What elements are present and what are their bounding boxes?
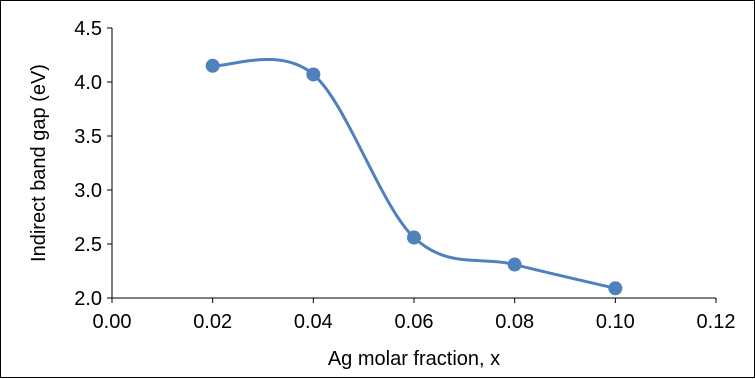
x-axis-title: Ag molar fraction, x	[328, 348, 500, 370]
x-axis-ticks: 0.00 0.02 0.04 0.06 0.08 0.10 0.12	[93, 298, 736, 333]
data-points	[205, 58, 623, 296]
y-axis-title: Indirect band gap (eV)	[28, 64, 50, 262]
y-tick-label: 3.0	[74, 180, 102, 202]
x-tick-label: 0.00	[93, 311, 132, 333]
y-tick-label: 3.5	[74, 126, 102, 148]
data-point	[306, 67, 321, 82]
data-point	[407, 230, 421, 245]
x-tick-label: 0.02	[193, 311, 232, 333]
x-tick-label: 0.12	[697, 311, 736, 333]
y-tick-label: 4.5	[74, 18, 102, 40]
x-tick-label: 0.08	[495, 311, 534, 333]
x-tick-label: 0.06	[395, 311, 434, 333]
data-point	[205, 58, 220, 73]
data-point	[507, 257, 522, 272]
series-line	[212, 58, 616, 290]
data-point	[608, 281, 623, 296]
y-tick-label: 2.0	[74, 288, 102, 310]
x-tick-label: 0.10	[596, 311, 635, 333]
x-tick-label: 0.04	[294, 311, 333, 333]
y-tick-label: 2.5	[74, 234, 102, 256]
y-axis-ticks: 2.0 2.5 3.0 3.5 4.0 4.5	[74, 18, 112, 310]
axes: 0.00 0.02 0.04 0.06 0.08 0.10 0.12 2.0 2.5 3.0 3.…	[74, 18, 735, 333]
y-tick-label: 4.0	[74, 72, 102, 94]
